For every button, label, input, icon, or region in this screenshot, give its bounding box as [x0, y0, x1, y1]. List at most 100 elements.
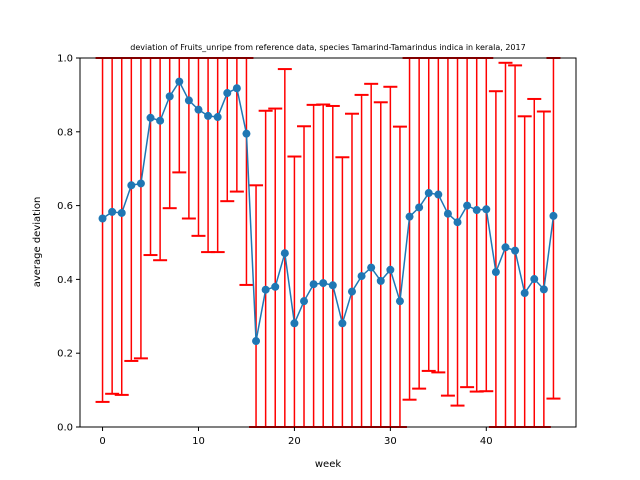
error-bar — [210, 57, 225, 254]
error-bar — [162, 57, 177, 210]
error-bar — [383, 85, 398, 428]
data-point — [424, 189, 433, 198]
error-bar — [220, 57, 235, 203]
data-point — [357, 272, 366, 281]
data-point — [347, 287, 356, 296]
error-bar — [114, 57, 129, 396]
data-point — [472, 206, 481, 215]
data-point — [338, 319, 347, 328]
data-point — [415, 203, 424, 212]
error-bar — [172, 57, 187, 174]
data-point — [165, 92, 174, 101]
y-tick-label: 1.0 — [57, 54, 73, 65]
data-point — [482, 205, 491, 214]
error-bar — [546, 57, 561, 400]
error-bar — [229, 57, 244, 193]
error-bar — [258, 109, 273, 428]
error-bar — [536, 110, 551, 428]
error-bar — [364, 82, 379, 428]
data-point — [453, 218, 462, 227]
data-point — [223, 89, 232, 98]
error-bar — [440, 57, 455, 397]
data-point — [395, 297, 404, 306]
y-axis-label: average deviation — [32, 197, 43, 288]
axes: 0 10 20 30 40 0.0 0.2 0.4 0.6 0.8 1.0 — [57, 54, 577, 447]
error-bar — [431, 57, 446, 374]
error-bar — [392, 125, 407, 428]
y-tick-label: 0.4 — [57, 275, 73, 286]
x-tick-label: 30 — [384, 436, 397, 447]
error-bar — [316, 103, 331, 428]
data-point — [280, 249, 289, 258]
plot-frame — [79, 57, 577, 428]
data-point — [108, 207, 117, 216]
error-bar — [412, 57, 427, 390]
data-point — [271, 282, 280, 291]
data-point — [367, 263, 376, 272]
data-point — [146, 113, 155, 122]
error-bar — [297, 125, 312, 428]
data-point — [491, 268, 500, 277]
data-point — [463, 201, 472, 210]
data-point — [376, 276, 385, 285]
data-point — [232, 84, 241, 93]
data-point — [520, 289, 529, 298]
error-bar — [143, 57, 158, 257]
error-bar — [335, 156, 350, 428]
error-bar — [133, 57, 148, 360]
error-bar — [479, 57, 494, 393]
error-bar — [277, 68, 292, 428]
data-point — [242, 129, 251, 138]
error-bar — [201, 57, 216, 254]
error-bar — [508, 64, 523, 428]
error-bar — [344, 112, 359, 428]
data-point — [300, 297, 309, 306]
data-point — [204, 111, 213, 120]
data-point — [290, 319, 299, 328]
data-point — [213, 113, 222, 122]
data-point — [405, 212, 414, 221]
x-axis-label: week — [315, 459, 341, 470]
data-point — [261, 285, 270, 294]
error-bar — [354, 93, 369, 428]
data-point — [309, 280, 318, 289]
error-bar — [124, 57, 139, 362]
error-bar — [153, 57, 168, 262]
y-tick-label: 0.0 — [57, 423, 73, 434]
data-point — [539, 285, 548, 294]
data-point — [386, 265, 395, 274]
error-bar — [105, 57, 120, 395]
data-point — [328, 281, 337, 290]
y-tick-label: 0.2 — [57, 349, 73, 360]
error-bar — [450, 57, 465, 407]
data-point — [136, 179, 145, 188]
error-bar — [181, 57, 196, 220]
data-point — [252, 337, 261, 346]
data-point — [98, 214, 107, 223]
data-point — [127, 181, 136, 190]
error-bar — [527, 97, 542, 428]
data-point — [117, 208, 126, 217]
data-point — [194, 105, 203, 114]
x-tick-label: 0 — [99, 436, 105, 447]
data-point — [530, 275, 539, 284]
y-tick-label: 0.8 — [57, 127, 73, 138]
data-point — [156, 116, 165, 125]
error-bar — [373, 101, 388, 428]
data-point — [434, 190, 443, 199]
data-point — [184, 96, 193, 105]
error-bar — [402, 57, 417, 401]
data-point — [175, 77, 184, 86]
data-point — [511, 246, 520, 255]
error-bar — [306, 103, 321, 428]
chart-title: deviation of Fruits_unripe from referenc… — [130, 43, 525, 52]
data-point — [501, 243, 510, 252]
data-point — [443, 209, 452, 218]
error-bar — [460, 57, 475, 389]
error-bar — [325, 104, 340, 428]
x-tick-label: 40 — [480, 436, 493, 447]
error-bar — [95, 57, 110, 403]
error-bar — [421, 57, 436, 372]
x-tick-label: 10 — [192, 436, 205, 447]
